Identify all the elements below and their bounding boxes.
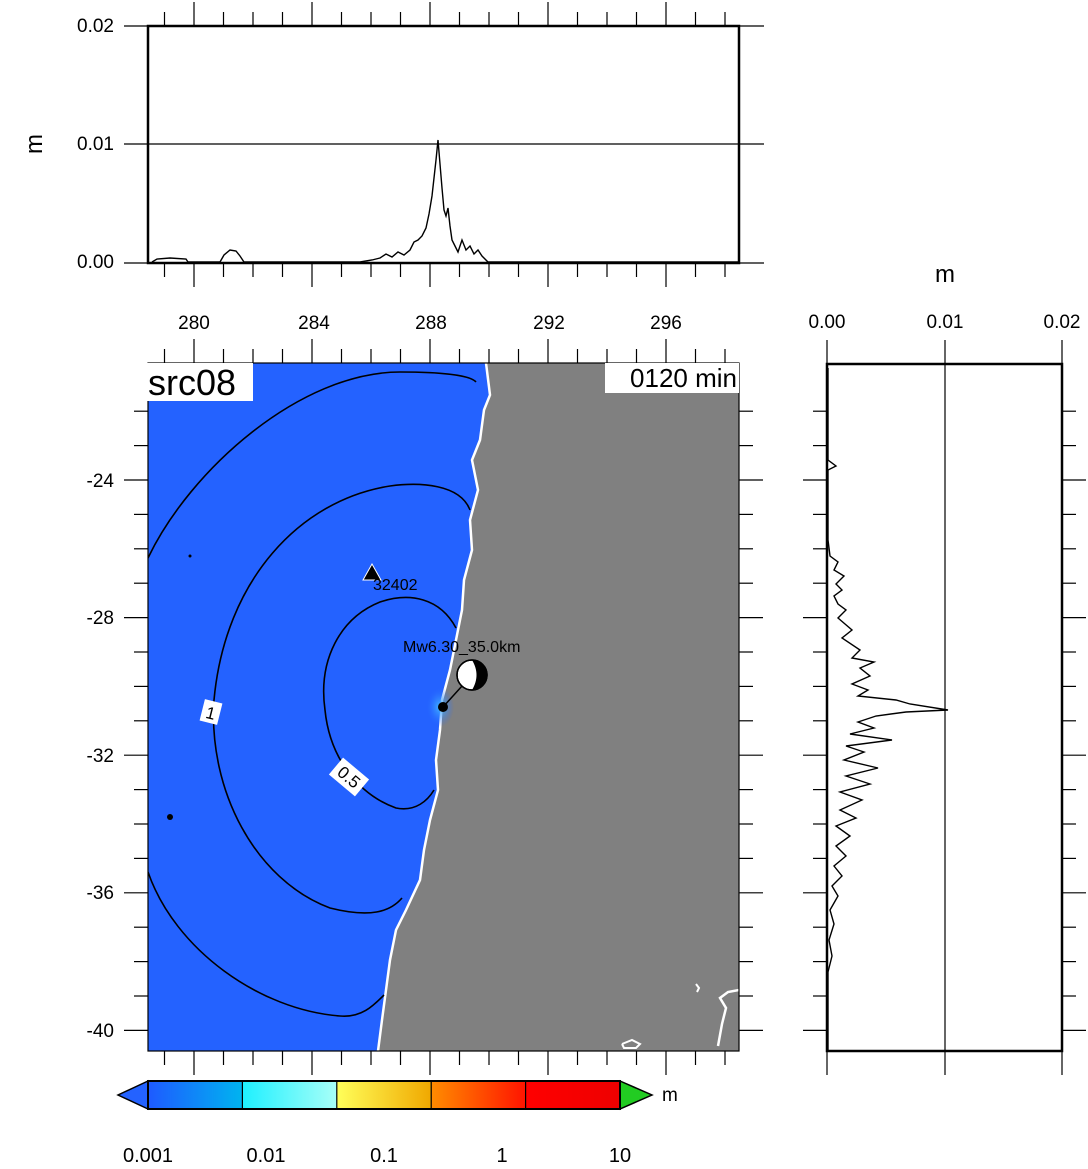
top-profile-line bbox=[151, 139, 740, 263]
station-label: 32402 bbox=[373, 577, 418, 594]
coastline-detail bbox=[716, 988, 739, 1047]
colorbar-bin bbox=[525, 1081, 620, 1109]
triangle-icon bbox=[362, 562, 382, 581]
colorbar-bin bbox=[242, 1081, 337, 1109]
map-xtick: 280 bbox=[178, 313, 210, 334]
source-label-box bbox=[147, 363, 253, 401]
epicenter-dot bbox=[438, 702, 448, 712]
right-profile-line bbox=[827, 368, 949, 1050]
time-label-box bbox=[605, 363, 739, 393]
map-xtick: 292 bbox=[533, 313, 565, 334]
contour-spot bbox=[188, 554, 192, 558]
colorbar-label: 0.001 bbox=[123, 1145, 173, 1167]
map-ticks bbox=[124, 339, 763, 1075]
top-profile-ylabel: m bbox=[21, 134, 48, 154]
map-ytick: -36 bbox=[87, 883, 114, 904]
contour-label-text: 1 bbox=[204, 703, 218, 724]
right-profile-ticks bbox=[803, 410, 1086, 1032]
top-profile-panel: 0.00 0.01 0.02 m bbox=[21, 2, 764, 287]
colorbar-label: 1 bbox=[496, 1145, 507, 1167]
colorbar-frame bbox=[147, 1080, 621, 1110]
map-ytick: -28 bbox=[87, 608, 114, 629]
colorbar-label: 0.01 bbox=[247, 1145, 286, 1167]
map-panel: 1 0.5 32402 Mw6.30_35.0km src08 0120 min… bbox=[87, 313, 763, 1075]
contour-label-1: 1 bbox=[199, 699, 223, 725]
contour-line bbox=[212, 483, 471, 914]
colorbar-unit: m bbox=[662, 1085, 678, 1106]
event-label: Mw6.30_35.0km bbox=[403, 639, 520, 656]
colorbar-bin bbox=[148, 1081, 243, 1109]
contour-spot bbox=[167, 814, 173, 820]
map-ytick: -24 bbox=[87, 471, 115, 492]
contour-line bbox=[323, 596, 457, 810]
colorbar-bin bbox=[431, 1081, 526, 1109]
colorbar-over-triangle bbox=[619, 1079, 654, 1111]
beachball-icon bbox=[456, 659, 488, 691]
map-ytick: -32 bbox=[87, 746, 114, 767]
top-profile-ticks bbox=[163, 2, 726, 287]
colorbar-label: 10 bbox=[609, 1145, 631, 1167]
map-xtick: 288 bbox=[415, 313, 447, 334]
colorbar-bin bbox=[336, 1081, 432, 1109]
land-area bbox=[378, 363, 739, 1051]
top-profile-ytick: 0.01 bbox=[77, 134, 114, 155]
island-outline bbox=[621, 1038, 642, 1049]
right-profile-panel: 0.00 0.01 0.02 m bbox=[803, 261, 1086, 1075]
colorbar: m 0.001 0.01 0.1 1 10 bbox=[116, 1079, 678, 1167]
top-profile-ytick: 0.02 bbox=[77, 16, 114, 37]
right-profile-xlabel: m bbox=[935, 261, 955, 288]
contour-line bbox=[148, 371, 477, 559]
right-profile-xtick: 0.02 bbox=[1044, 312, 1081, 333]
time-label: 0120 min bbox=[630, 363, 737, 393]
colorbar-label: 0.1 bbox=[370, 1145, 398, 1167]
island-outline bbox=[695, 983, 701, 993]
colorbar-under-triangle bbox=[116, 1079, 149, 1111]
map-frame bbox=[147, 362, 740, 1052]
top-profile-ytick: 0.00 bbox=[77, 252, 114, 273]
source-label: src08 bbox=[148, 362, 236, 403]
map-xtick: 284 bbox=[298, 313, 330, 334]
map-xtick: 296 bbox=[650, 313, 682, 334]
contour-line bbox=[148, 871, 385, 1017]
map-ytick: -40 bbox=[87, 1021, 114, 1042]
colorbar-bins bbox=[148, 1081, 620, 1109]
right-profile-xtick: 0.00 bbox=[809, 312, 846, 333]
right-profile-xtick: 0.01 bbox=[927, 312, 964, 333]
